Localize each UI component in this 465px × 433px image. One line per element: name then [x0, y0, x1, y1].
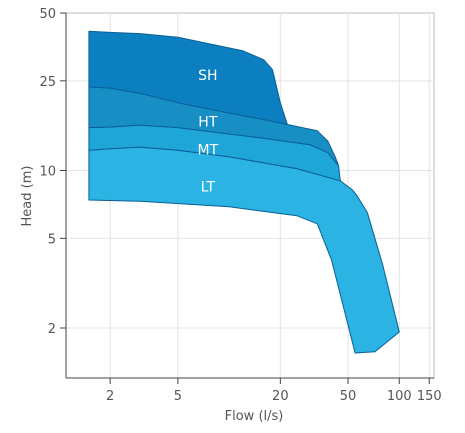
y-tick-label: 50	[39, 7, 56, 22]
axes	[65, 13, 434, 379]
region-labels: LT MT HT SH	[198, 68, 219, 195]
x-tick-label: 20	[272, 389, 289, 404]
region-sh	[88, 30, 288, 125]
y-tick-label: 25	[39, 75, 56, 90]
x-tick-labels: 2 5 20 50 100 150	[106, 378, 442, 404]
y-tick-label: 5	[48, 232, 56, 247]
operating-regions	[88, 30, 400, 354]
region-label-mt: MT	[198, 142, 219, 158]
region-label-ht: HT	[198, 114, 218, 130]
y-axis-title: Head (m)	[20, 166, 35, 227]
x-tick-label: 100	[387, 389, 412, 404]
region-label-sh: SH	[198, 68, 217, 84]
y-tick-label: 10	[39, 165, 56, 180]
x-tick-label: 5	[174, 389, 182, 404]
region-label-lt: LT	[201, 179, 216, 195]
x-tick-label: 150	[417, 389, 442, 404]
x-axis-title: Flow (l/s)	[225, 409, 284, 424]
x-tick-label: 2	[106, 389, 114, 404]
y-tick-label: 2	[48, 322, 56, 337]
x-tick-label: 50	[340, 389, 357, 404]
